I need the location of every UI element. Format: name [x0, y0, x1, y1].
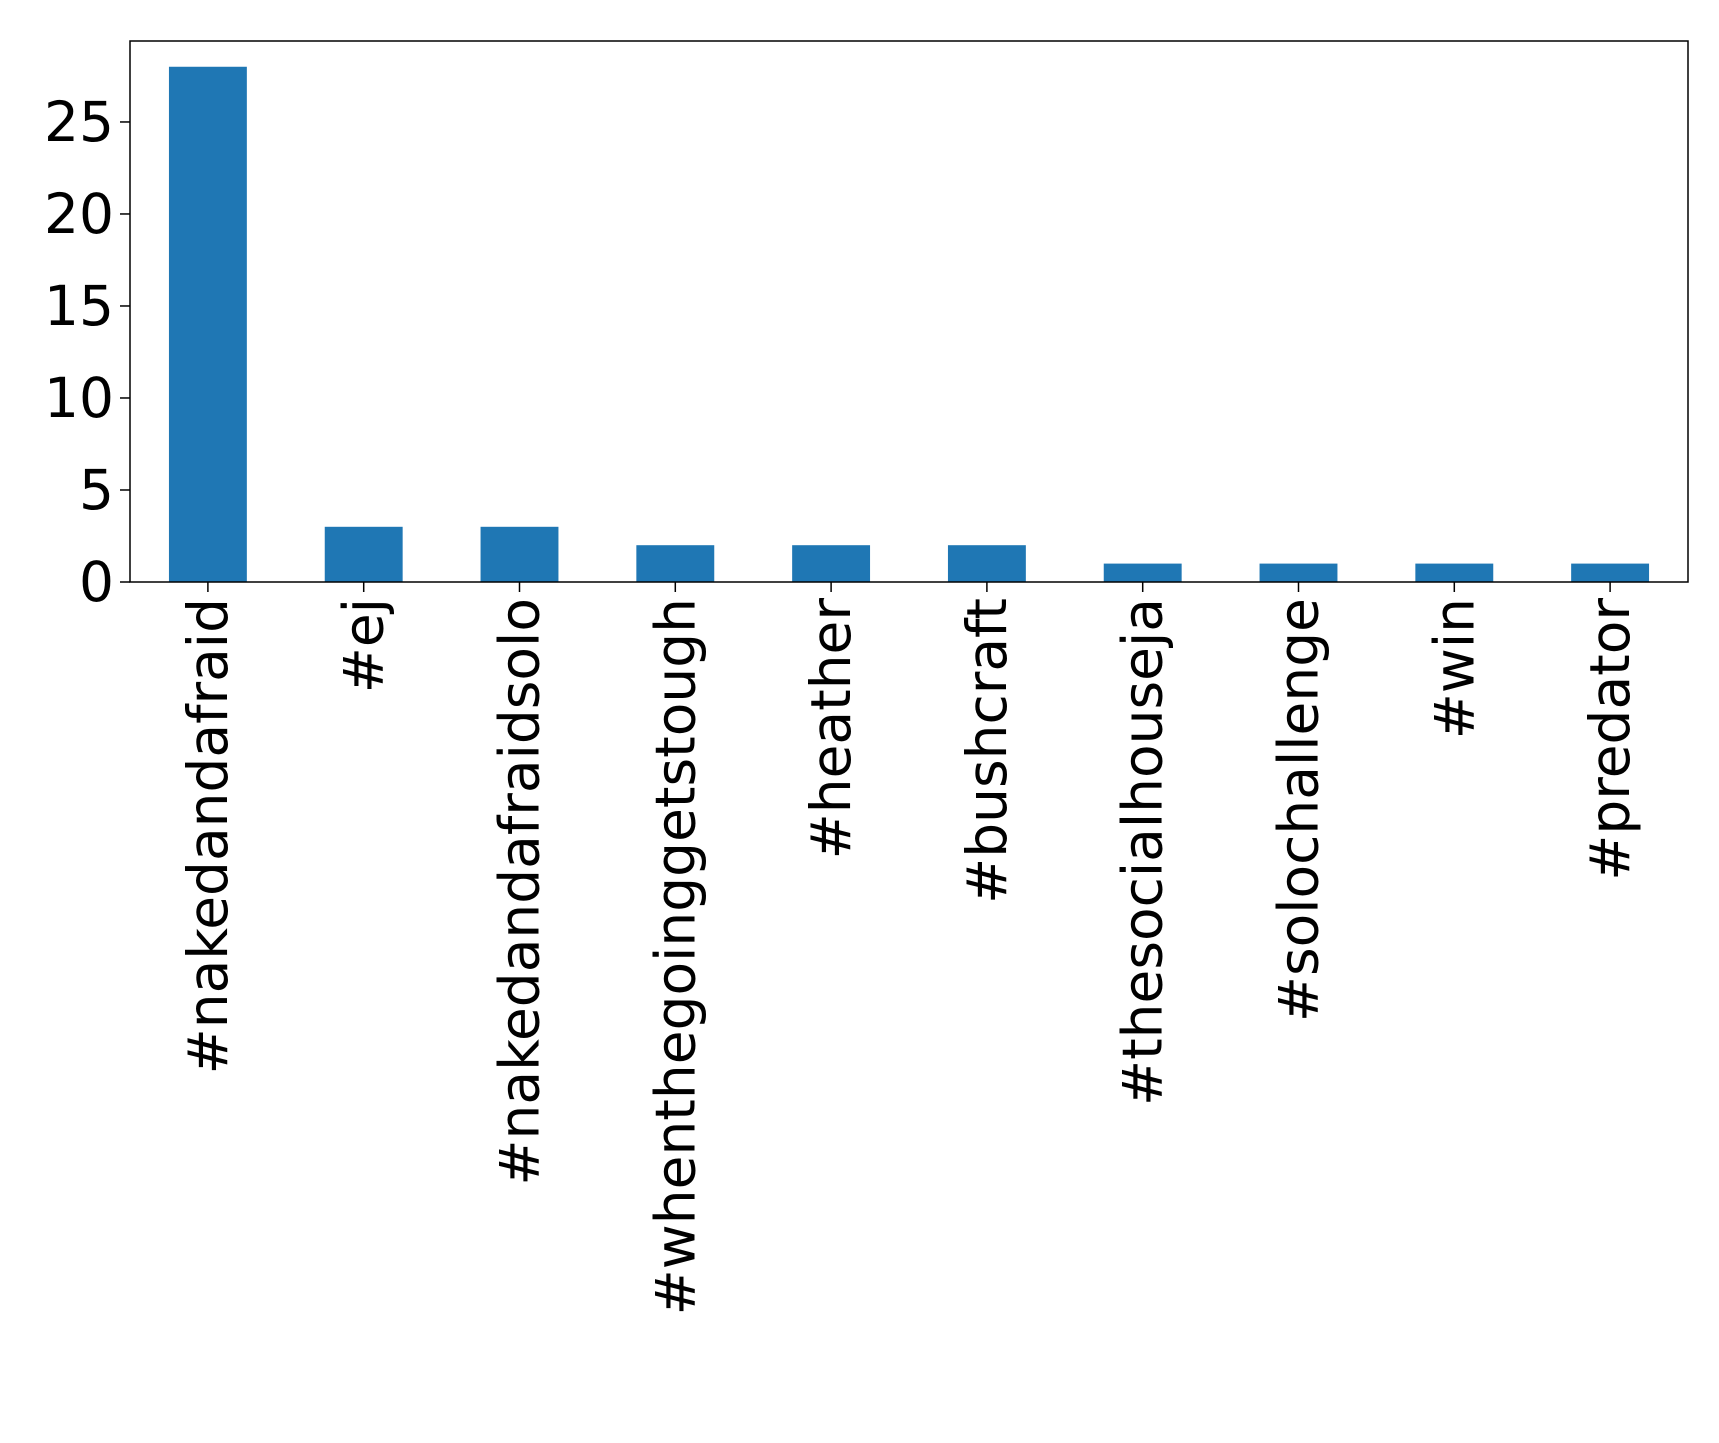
plot-frame [129, 40, 1689, 583]
bar [636, 545, 715, 582]
x-tick-label: #thesocialhouseja [1111, 598, 1175, 1106]
x-tick-label: #nakedandafraidsolo [488, 598, 552, 1186]
y-tick-label: 5 [79, 458, 114, 522]
bar [1259, 563, 1338, 582]
x-tick-label: #whenthegoinggetstough [643, 598, 707, 1315]
y-tick-label: 15 [44, 274, 114, 338]
x-tick-label: #bushcraft [955, 598, 1019, 904]
y-tick-label: 25 [44, 90, 114, 154]
x-tick-label: #win [1422, 598, 1486, 739]
bar [1415, 563, 1494, 582]
x-tick-label: #solochallenge [1267, 598, 1331, 1022]
x-tick-label: #predator [1578, 598, 1642, 881]
bar [480, 526, 559, 582]
bar [947, 545, 1026, 582]
y-tick-label: 0 [79, 550, 114, 614]
y-tick-label: 20 [44, 182, 114, 246]
bar [1571, 563, 1650, 582]
x-tick-label: #heather [799, 598, 863, 860]
bar [324, 526, 403, 582]
bar [792, 545, 871, 582]
y-tick-label: 10 [44, 366, 114, 430]
x-tick-label: #nakedandafraid [176, 598, 240, 1074]
x-tick-label: #ej [332, 598, 396, 693]
bar [168, 66, 247, 582]
bar [1103, 563, 1182, 582]
